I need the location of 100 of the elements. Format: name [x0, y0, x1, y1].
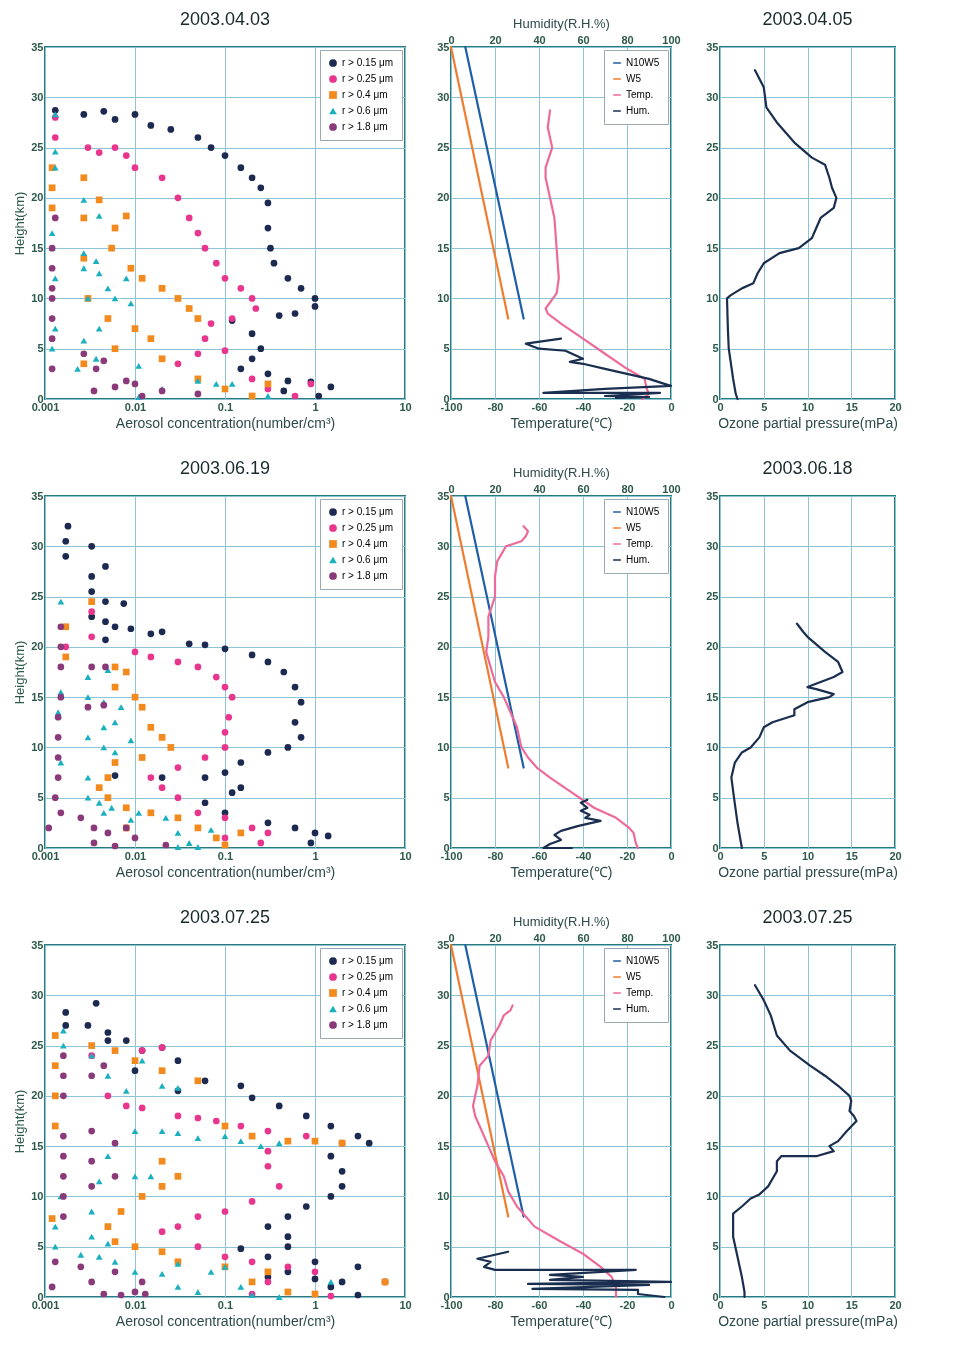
x2-tick-label: 80	[621, 33, 634, 46]
y-tick-label: 25	[706, 1039, 719, 1052]
y-tick-label: 20	[437, 191, 450, 204]
x2-tick-label: 40	[533, 33, 546, 46]
legend-label: r > 0.4 μm	[342, 89, 388, 100]
y-tick-label: 5	[712, 1240, 719, 1253]
y-tick-label: 10	[706, 1189, 719, 1202]
y-tick-label: 10	[31, 1189, 44, 1202]
legend-label: r > 1.8 μm	[342, 121, 388, 132]
y-tick-label: 25	[706, 141, 719, 154]
x-tick-label: 10	[801, 400, 815, 413]
y-tick-label: 15	[31, 241, 44, 254]
y-tick-label: 10	[31, 740, 44, 753]
y-tick-label: 5	[712, 791, 719, 804]
x-axis-title: Temperature(℃)	[510, 1312, 613, 1329]
y-tick-label: 30	[437, 988, 450, 1001]
y-tick-label: 20	[706, 1089, 719, 1102]
chart-title: 2003.04.05	[762, 9, 853, 29]
x-tick-label: 0.1	[217, 1298, 234, 1311]
x-tick-label: -20	[619, 400, 636, 413]
x-axis-title: Temperature(℃)	[510, 863, 613, 880]
x2-tick-label: 80	[621, 482, 634, 495]
y-tick-label: 10	[437, 740, 450, 753]
x2-tick-label: 60	[577, 482, 590, 495]
x-axis-title: Temperature(℃)	[510, 414, 613, 431]
legend-label: r > 0.15 μm	[342, 506, 394, 517]
y-tick-label: 5	[712, 342, 719, 355]
x2-tick-label: 40	[533, 931, 546, 944]
y-tick-label: 35	[31, 938, 44, 951]
y-tick-label: 35	[706, 489, 719, 502]
y-tick-label: 15	[31, 1139, 44, 1152]
chart-title: 2003.07.25	[179, 907, 271, 927]
x-tick-label: -80	[487, 849, 504, 862]
legend-label: W5	[626, 522, 642, 533]
x-tick-label: 0.1	[217, 400, 234, 413]
x-tick-label: 20	[889, 1298, 902, 1311]
y-axis-title: Height(km)	[12, 191, 28, 256]
legend-label: r > 1.8 μm	[342, 1019, 388, 1030]
y-tick-label: 30	[437, 539, 450, 552]
x2-tick-label: 20	[489, 931, 502, 944]
x-tick-label: 1	[312, 849, 319, 862]
x-tick-label: 0.01	[124, 1298, 147, 1311]
x2-tick-label: 100	[662, 33, 681, 46]
legend-label: r > 0.6 μm	[342, 105, 388, 116]
legend-label: r > 0.15 μm	[342, 955, 394, 966]
legend-label: r > 0.15 μm	[342, 57, 394, 68]
x-tick-label: 1	[312, 1298, 319, 1311]
legend-label: N10W5	[626, 955, 660, 966]
legend-label: Hum.	[626, 554, 650, 565]
y-tick-label: 25	[437, 141, 450, 154]
legend-label: r > 0.25 μm	[342, 971, 394, 982]
x2-axis-title: Humidity(R.H.%)	[513, 913, 610, 929]
y-tick-label: 0	[712, 392, 719, 405]
x-tick-label: 10	[399, 849, 412, 862]
y-tick-label: 25	[31, 590, 44, 603]
legend-label: Temp.	[626, 538, 654, 549]
x-tick-label: 5	[761, 849, 768, 862]
x-axis-title: Ozone partial pressure(mPa)	[718, 863, 898, 880]
x-tick-label: 0	[668, 400, 675, 413]
legend-label: r > 0.25 μm	[342, 522, 394, 533]
y-tick-label: 15	[706, 1139, 719, 1152]
y-axis-title: Height(km)	[12, 640, 28, 705]
x-axis-title: Aerosol concentration(number/cm³)	[115, 1312, 336, 1329]
x-tick-label: 0	[668, 1298, 675, 1311]
y-tick-label: 35	[437, 489, 450, 502]
y-tick-label: 30	[706, 539, 719, 552]
x2-axis-title: Humidity(R.H.%)	[513, 464, 610, 480]
x-axis-title: Ozone partial pressure(mPa)	[718, 414, 898, 431]
y-tick-label: 20	[437, 1089, 450, 1102]
legend-label: N10W5	[626, 57, 660, 68]
x-tick-label: 20	[889, 400, 902, 413]
x2-tick-label: 60	[577, 33, 590, 46]
y-tick-label: 15	[437, 1139, 450, 1152]
x-tick-label: -60	[531, 1298, 548, 1311]
legend-label: Hum.	[626, 1003, 650, 1014]
y-tick-label: 10	[31, 291, 44, 304]
y-tick-label: 15	[31, 690, 44, 703]
x-tick-label: 5	[761, 400, 768, 413]
y-tick-label: 20	[706, 191, 719, 204]
x-tick-label: 10	[399, 1298, 412, 1311]
y-tick-label: 15	[706, 690, 719, 703]
y-tick-label: 20	[706, 640, 719, 653]
x2-tick-label: 100	[662, 482, 681, 495]
x-axis-title: Aerosol concentration(number/cm³)	[115, 863, 336, 880]
legend-label: Temp.	[626, 987, 654, 998]
legend-label: r > 0.25 μm	[342, 73, 394, 84]
x-tick-label: -80	[487, 1298, 504, 1311]
y-tick-label: 30	[31, 988, 44, 1001]
y-tick-label: 25	[437, 1039, 450, 1052]
y-tick-label: 10	[706, 291, 719, 304]
x-axis-title: Ozone partial pressure(mPa)	[718, 1312, 898, 1329]
y-tick-label: 30	[31, 90, 44, 103]
legend-label: W5	[626, 971, 642, 982]
x-tick-label: 15	[845, 1298, 858, 1311]
chart-title: 2003.06.19	[179, 458, 271, 478]
legend-label: r > 0.4 μm	[342, 538, 388, 549]
y-tick-label: 15	[706, 241, 719, 254]
x-tick-label: -40	[575, 849, 592, 862]
y-tick-label: 5	[443, 791, 450, 804]
x-tick-label: 10	[801, 1298, 815, 1311]
